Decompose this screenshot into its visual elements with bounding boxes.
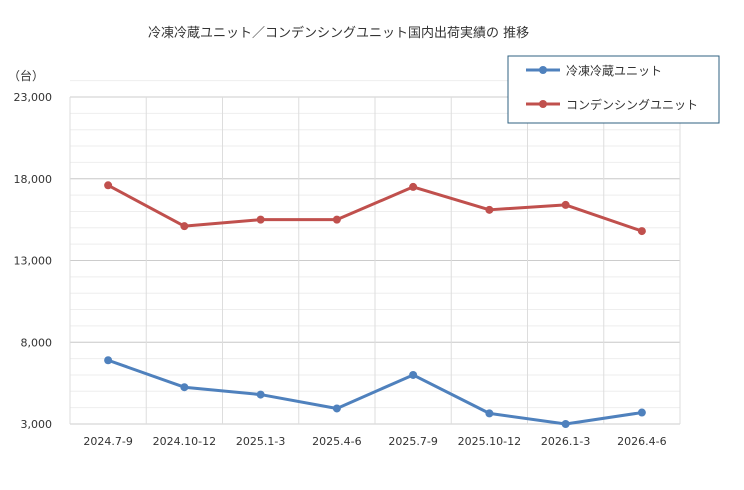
y-axis-ticks: 3,000 8,000 13,000 18,000 23,000 (14, 91, 53, 431)
x-tick-label: 2025.1-3 (236, 435, 285, 448)
series-layer (104, 181, 646, 428)
x-tick-label: 2025.4-6 (312, 435, 361, 448)
x-tick-label: 2024.10-12 (153, 435, 216, 448)
vertical-gridlines (69, 97, 681, 424)
legend-item-refrigeration-unit: 冷凍冷蔵ユニット (526, 64, 662, 78)
legend-item-condensing-unit: コンデンシングユニット (526, 97, 698, 112)
y-axis-unit-label: （台） (8, 68, 44, 83)
data-point-series-0 (637, 408, 646, 417)
data-point-series-1 (409, 182, 418, 191)
x-tick-label: 2026.4-6 (617, 435, 666, 448)
chart-title: 冷凍冷蔵ユニット／コンデンシングユニット国内出荷実績の 推移 (148, 25, 529, 41)
data-point-series-0 (104, 356, 113, 365)
data-point-series-0 (561, 420, 570, 428)
legend-marker-condensing-unit (539, 100, 547, 108)
legend-marker-refrigeration-unit (539, 66, 547, 74)
data-point-series-0 (180, 383, 189, 392)
data-point-series-0 (409, 370, 418, 379)
data-point-series-1 (332, 215, 341, 224)
y-tick-label: 3,000 (21, 418, 53, 431)
data-point-series-0 (485, 409, 494, 418)
legend-label-refrigeration-unit: 冷凍冷蔵ユニット (566, 64, 662, 78)
data-point-series-1 (561, 200, 570, 209)
x-tick-label: 2025.10-12 (458, 435, 521, 448)
x-tick-label: 2025.7-9 (388, 435, 437, 448)
legend-label-condensing-unit: コンデンシングユニット (566, 97, 698, 112)
x-tick-label: 2024.7-9 (83, 435, 132, 448)
data-point-series-0 (256, 390, 265, 399)
y-tick-label: 8,000 (21, 336, 53, 349)
legend: 冷凍冷蔵ユニット コンデンシングユニット (507, 55, 720, 124)
y-tick-label: 18,000 (14, 173, 53, 186)
data-point-series-1 (256, 215, 265, 224)
data-point-series-1 (104, 181, 113, 190)
data-point-series-1 (637, 227, 646, 236)
y-tick-label: 13,000 (14, 255, 53, 268)
y-tick-label: 23,000 (14, 91, 53, 104)
x-axis-ticks: 2024.7-9 2024.10-12 2025.1-3 2025.4-6 2025.7… (83, 435, 666, 448)
data-point-series-1 (485, 205, 494, 214)
x-tick-label: 2026.1-3 (541, 435, 590, 448)
series-line-0 (107, 358, 643, 426)
data-point-series-0 (332, 404, 341, 413)
data-point-series-1 (180, 222, 189, 231)
series-line-1 (107, 183, 643, 233)
